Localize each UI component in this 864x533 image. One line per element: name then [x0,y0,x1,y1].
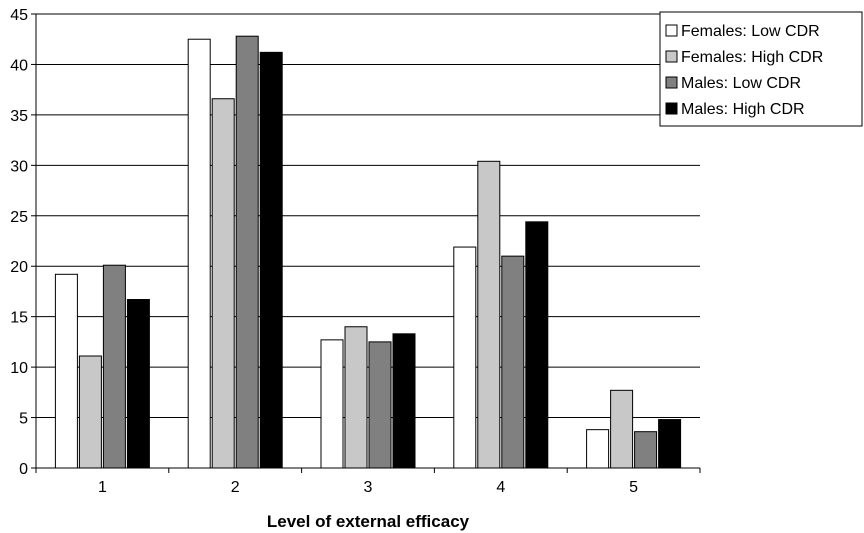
legend-label: Males: High CDR [681,101,805,118]
bar [453,246,477,469]
x-tick-label: 1 [98,479,107,496]
y-tick-label: 15 [10,310,28,327]
y-tick-label: 0 [19,461,28,478]
bar [634,431,658,469]
y-tick-labels: 0 5 10 15 20 25 30 35 40 45 [10,7,28,478]
bar [187,38,211,469]
x-tick-label: 5 [629,479,638,496]
x-tick-labels: 1 2 3 4 5 [98,479,638,496]
bar [259,51,283,469]
y-tick-label: 10 [10,360,28,377]
y-tick-label: 25 [10,209,28,226]
legend-label: Females: High CDR [681,49,823,66]
legend-box [659,11,863,127]
bar [211,98,235,469]
legend-swatch [665,76,678,89]
bar [610,389,634,469]
bar [320,339,344,469]
bar [586,429,610,469]
x-tick-label: 3 [364,479,373,496]
x-axis-title: Level of external efficacy [267,512,470,531]
x-tick-label: 4 [496,479,505,496]
bar [78,355,102,469]
axes [35,14,701,473]
y-tick-label: 45 [10,7,28,24]
bar [54,273,78,469]
y-tick-label: 40 [10,57,28,74]
bar [501,255,525,469]
bar [344,326,368,469]
y-tick-label: 5 [19,411,28,428]
legend-label: Males: Low CDR [681,75,801,92]
bar [368,341,392,469]
legend-label: Females: Low CDR [681,23,820,40]
legend: Females: Low CDR Females: High CDR Males: … [659,11,863,127]
bar [102,264,126,469]
bar [392,333,416,469]
legend-swatch [665,50,678,63]
bar [235,35,259,469]
y-tick-label: 35 [10,108,28,125]
bars [54,35,682,469]
y-tick-label: 20 [10,259,28,276]
bar [658,419,682,469]
bar [477,160,501,469]
bar [126,299,150,469]
y-tick-label: 30 [10,158,28,175]
bar [525,221,549,469]
legend-swatch [665,24,678,37]
x-tick-label: 2 [231,479,240,496]
legend-swatch [665,102,678,115]
